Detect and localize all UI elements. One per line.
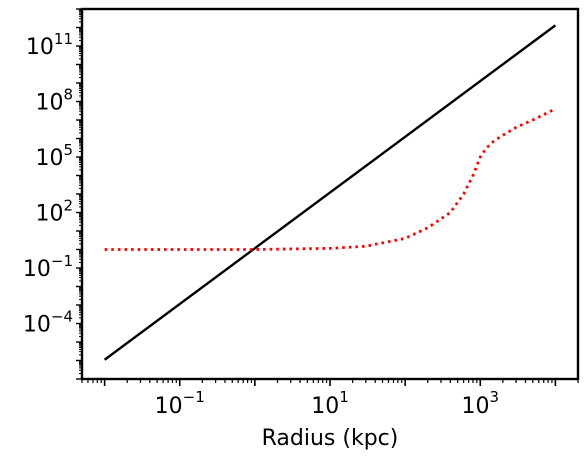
- y-tick-label: 108: [35, 86, 73, 116]
- y-axis: 1011 108 105 102 10−1 10−4: [23, 8, 82, 380]
- y-tick-label: 10−1: [23, 252, 73, 282]
- series-layer: [103, 24, 557, 361]
- y-tick-label: 1011: [26, 30, 73, 60]
- x-tick-label: 103: [461, 388, 499, 419]
- solid-series-line: [103, 24, 557, 361]
- x-axis: 10−1 101 103: [81, 379, 579, 419]
- x-axis-label: Radius (kpc): [262, 426, 399, 451]
- y-tick-label: 102: [35, 197, 73, 227]
- dotted-series-line: [104, 107, 556, 251]
- x-tick-label: 10−1: [155, 388, 205, 419]
- y-tick-label: 105: [35, 141, 73, 171]
- y-tick-label: 10−4: [23, 308, 73, 338]
- x-tick-label: 101: [311, 388, 349, 419]
